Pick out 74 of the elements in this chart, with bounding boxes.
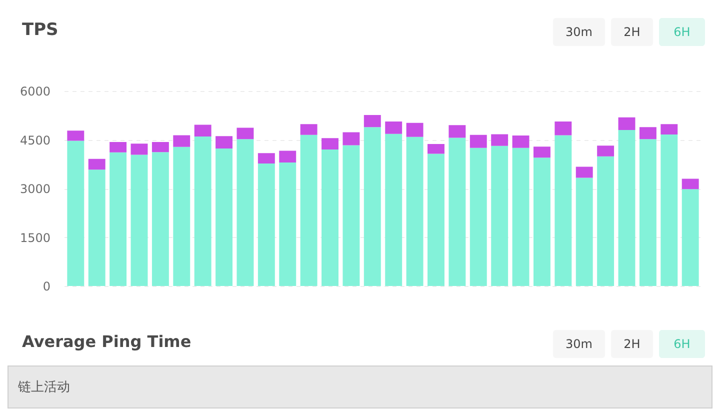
bar — [576, 178, 593, 286]
bar — [216, 148, 233, 286]
text: 6H — [674, 25, 690, 39]
bar — [258, 163, 275, 286]
text: 30m — [566, 337, 592, 351]
bar — [682, 189, 699, 286]
bar — [597, 146, 614, 156]
bar — [491, 134, 508, 146]
bar — [554, 135, 572, 286]
bar — [554, 122, 572, 136]
text: 链上活动 — [17, 380, 70, 395]
bar — [448, 138, 466, 286]
bar — [618, 117, 636, 130]
bar — [194, 124, 212, 136]
bar — [194, 136, 212, 286]
bar — [130, 154, 148, 286]
bar — [406, 136, 424, 286]
bar — [470, 148, 487, 286]
bar — [639, 127, 656, 140]
bar — [110, 142, 127, 152]
bar — [639, 139, 656, 286]
bar — [173, 135, 190, 147]
bar — [88, 158, 106, 170]
text: 6H — [674, 337, 690, 351]
bar — [618, 130, 636, 286]
y-tick-label: 4500 — [20, 133, 50, 148]
bar — [512, 148, 530, 286]
bar — [322, 138, 338, 150]
bar — [364, 115, 381, 128]
bar — [364, 127, 381, 286]
bar — [533, 158, 550, 286]
bar — [110, 152, 127, 286]
bar — [279, 162, 296, 286]
bar — [216, 136, 233, 149]
y-tick-label: 3000 — [20, 182, 50, 196]
bar — [236, 139, 254, 286]
bar — [152, 142, 169, 152]
y-tick-label: 1500 — [20, 230, 50, 245]
bar — [279, 150, 296, 162]
bar — [660, 134, 678, 286]
chart-title: TPS — [22, 20, 58, 40]
bar — [322, 150, 338, 286]
y-tick-label: 0 — [42, 280, 50, 294]
bar — [130, 144, 148, 155]
bar — [576, 166, 593, 178]
bar — [67, 140, 84, 286]
bar — [258, 153, 275, 164]
bar — [173, 146, 190, 286]
bar — [236, 128, 254, 140]
text: 30m — [566, 25, 592, 39]
text: 2H — [624, 337, 640, 351]
bar — [682, 178, 699, 190]
bar — [491, 146, 508, 286]
bar — [428, 144, 444, 154]
bar — [342, 132, 360, 146]
bar — [67, 130, 84, 141]
text: Average Ping Time — [22, 332, 192, 351]
bar — [533, 146, 550, 158]
bar — [448, 125, 466, 138]
y-tick-label: 6000 — [20, 84, 50, 98]
bar — [300, 134, 318, 286]
bar — [342, 145, 360, 286]
bar — [385, 134, 402, 286]
bar — [406, 122, 424, 137]
bar — [152, 152, 169, 286]
bar — [300, 124, 318, 135]
text: 2H — [624, 25, 640, 39]
bar — [660, 124, 678, 135]
bar — [88, 170, 106, 286]
bar — [597, 156, 614, 286]
bar — [470, 134, 487, 148]
bar — [512, 136, 530, 148]
bar — [385, 122, 402, 134]
bar — [428, 154, 444, 286]
